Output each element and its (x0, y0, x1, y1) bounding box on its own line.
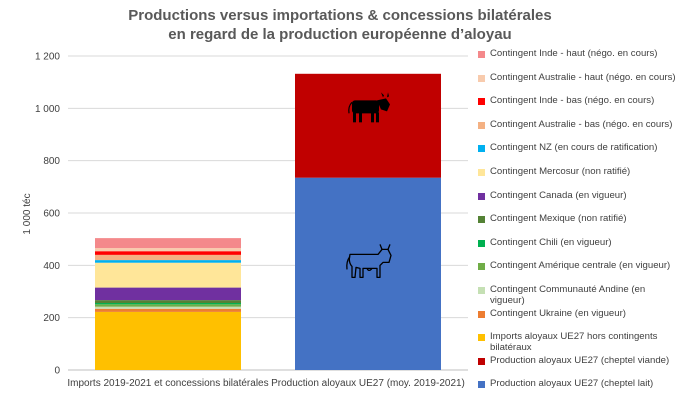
y-tick-label: 200 (43, 313, 60, 324)
bar-segment (95, 238, 241, 249)
bar-segment (95, 304, 241, 307)
chart-title: Productions versus importations & conces… (0, 6, 680, 44)
y-tick-label: 1 000 (35, 104, 60, 115)
x-axis-labels: Imports 2019-2021 et concessions bilatér… (67, 378, 465, 389)
legend-item: Imports aloyaux UE27 hors contingents bi… (478, 331, 678, 353)
legend-swatch (478, 98, 485, 106)
legend-item: Contingent NZ (en cours de ratification) (478, 142, 678, 153)
legend-label: Contingent Amérique centrale (en vigueur… (490, 260, 671, 272)
legend-swatch (478, 169, 485, 176)
legend-item: Contingent Chili (en vigueur) (478, 237, 678, 248)
bar-segment (95, 287, 241, 301)
bar-segment (95, 311, 241, 370)
bar-segment (95, 262, 241, 288)
legend-label: Contingent NZ (en cours de ratification) (490, 142, 658, 154)
legend-swatch (478, 192, 485, 200)
legend-item: Contingent Mercosur (non ratifié) (478, 166, 678, 177)
legend-item: Contingent Amérique centrale (en vigueur… (478, 260, 678, 271)
legend-label: Contingent Canada (en vigueur) (490, 189, 627, 201)
legend-label: Contingent Australie - bas (négo. en cou… (490, 118, 673, 130)
legend-swatch (478, 287, 485, 294)
legend-swatch (478, 51, 485, 58)
bar-segment (95, 303, 241, 305)
legend-swatch (478, 121, 485, 129)
bars (95, 73, 441, 370)
y-tick-label: 600 (43, 209, 60, 220)
legend-item: Contingent Canada (en vigueur) (478, 190, 678, 201)
cow-outline-icon (346, 244, 392, 279)
x-category-label: Imports 2019-2021 et concessions bilatér… (67, 378, 268, 389)
legend-label: Contingent Inde - bas (négo. en cours) (490, 95, 655, 107)
legend-label: Production aloyaux UE27 (cheptel lait) (490, 378, 654, 390)
bar-segment (95, 251, 241, 255)
legend-swatch (478, 74, 485, 82)
legend-label: Contingent Chili (en vigueur) (490, 236, 612, 248)
legend-label: Imports aloyaux UE27 hors contingents bi… (490, 331, 658, 354)
legend-label: Contingent Communauté Andine (en vigueur… (490, 284, 646, 306)
chart-title-line-2: en regard de la production européenne d’… (168, 26, 512, 43)
y-tick-label: 400 (43, 261, 60, 272)
bar-segment (95, 306, 241, 309)
legend-swatch (478, 145, 485, 153)
y-tick-label: 0 (54, 366, 60, 377)
y-axis-label: 1 000 téc (22, 193, 33, 234)
legend-item: Contingent Inde - bas (négo. en cours) (478, 95, 678, 106)
legend-swatch (478, 381, 485, 389)
legend-label: Contingent Ukraine (en vigueur) (490, 307, 626, 319)
legend-swatch (478, 216, 485, 224)
legend-item: Contingent Ukraine (en vigueur) (478, 308, 678, 319)
legend-swatch (478, 263, 485, 271)
y-axis-ticks: 0 200 400 600 800 1 000 1 200 (35, 52, 60, 377)
legend-item: Contingent Communauté Andine (en vigueur… (478, 284, 678, 306)
legend-item: Production aloyaux UE27 (cheptel viande) (478, 355, 678, 366)
cow-solid-icon (348, 92, 390, 123)
x-category-label: Production aloyaux UE27 (moy. 2019-2021) (271, 378, 465, 389)
bar-segment (95, 254, 241, 261)
legend-swatch (478, 334, 485, 342)
y-tick-label: 800 (43, 156, 60, 167)
bar-segment (95, 260, 241, 263)
bar-segment (295, 177, 441, 370)
chart-title-line-1: Productions versus importations & conces… (128, 7, 552, 24)
legend-label: Production aloyaux UE27 (cheptel viande) (490, 354, 670, 366)
legend-label: Contingent Mexique (non ratifié) (490, 213, 627, 225)
legend-label: Contingent Australie - haut (négo. en co… (490, 71, 676, 83)
legend-label: Contingent Mercosur (non ratifié) (490, 166, 631, 177)
legend-swatch (478, 357, 485, 365)
y-tick-label: 1 200 (35, 52, 60, 63)
bar-segment (95, 300, 241, 304)
legend-item: Contingent Mexique (non ratifié) (478, 213, 678, 224)
legend-swatch (478, 310, 485, 318)
legend-swatch (478, 239, 485, 247)
bar-segment (95, 248, 241, 252)
legend-item: Contingent Inde - haut (négo. en cours) (478, 48, 678, 59)
legend-item: Contingent Australie - haut (négo. en co… (478, 72, 678, 83)
legend-item: Production aloyaux UE27 (cheptel lait) (478, 378, 678, 389)
legend-item: Contingent Australie - bas (négo. en cou… (478, 119, 678, 130)
bar-segment (295, 73, 441, 178)
bar-segment (95, 308, 241, 312)
legend-label: Contingent Inde - haut (négo. en cours) (490, 48, 658, 59)
